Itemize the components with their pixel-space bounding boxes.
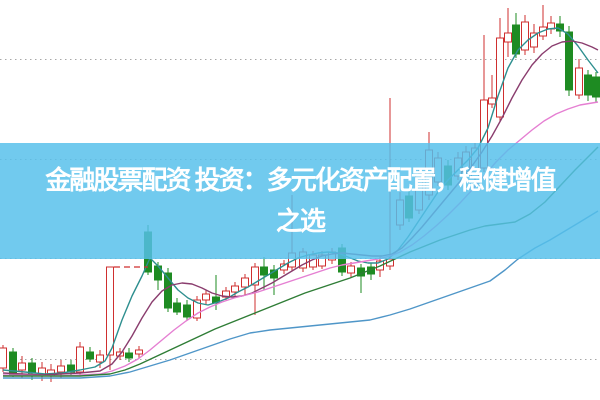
candle-body: [592, 76, 600, 98]
candle-body: [193, 299, 201, 319]
candle-body: [106, 266, 114, 356]
candle-body: [0, 347, 7, 369]
candle-body: [260, 266, 268, 276]
banner-title-line2: 之选: [275, 206, 326, 236]
candle-body: [173, 302, 181, 313]
banner-title-line1: 金融股票配资 投资：多元化资产配置，稳健增值: [45, 165, 556, 195]
candle-body: [125, 352, 133, 359]
candle-body: [575, 67, 583, 96]
candle-body: [530, 32, 538, 48]
candle-body: [96, 354, 104, 363]
candle-body: [231, 285, 239, 293]
candle-body: [521, 21, 529, 51]
candle-body: [18, 362, 26, 371]
candle-body: [241, 277, 249, 288]
headline-banner: 金融股票配资 投资：多元化资产配置，稳健增值 之选: [0, 143, 600, 259]
candle-body: [164, 272, 172, 309]
candle-body: [496, 37, 504, 118]
candle-body: [76, 346, 84, 373]
candle-body: [202, 293, 210, 301]
candle-body: [251, 266, 259, 286]
candle-body: [28, 362, 36, 374]
candle-body: [504, 32, 512, 43]
candle-body: [584, 74, 592, 96]
candle-body: [183, 304, 191, 318]
candle-body: [488, 97, 496, 105]
candle-body: [135, 349, 143, 355]
candle-body: [57, 365, 65, 373]
candle-body: [347, 265, 355, 274]
candle-body: [86, 351, 94, 360]
candle-body: [565, 31, 573, 91]
